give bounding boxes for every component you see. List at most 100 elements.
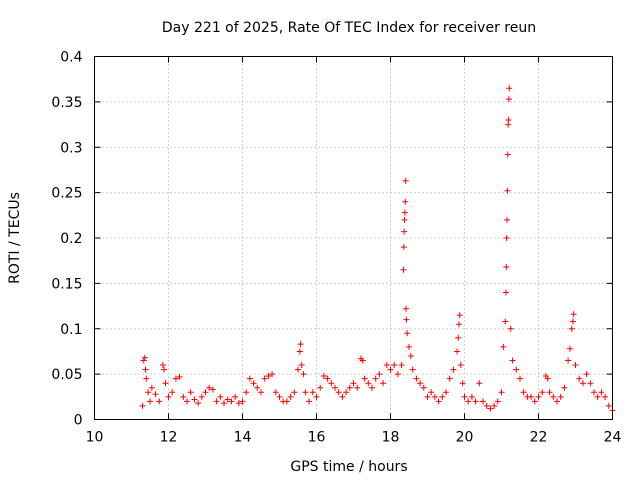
data-point	[297, 341, 304, 348]
data-point	[401, 216, 408, 223]
data-point	[506, 85, 513, 92]
data-point	[509, 357, 516, 364]
data-point	[546, 389, 553, 396]
data-point	[417, 380, 424, 387]
marks-layer	[139, 85, 616, 414]
x-tick-label: 20	[456, 430, 474, 446]
data-point	[343, 389, 350, 396]
data-point	[320, 372, 327, 379]
data-point	[147, 398, 153, 405]
data-point	[450, 366, 457, 373]
data-point	[169, 389, 176, 396]
data-point	[428, 389, 435, 396]
y-axis-label: ROTI / TECUs	[7, 192, 23, 284]
data-point	[402, 198, 409, 205]
data-point	[487, 405, 494, 412]
data-point	[502, 318, 509, 325]
data-point	[365, 380, 372, 387]
data-point	[276, 393, 283, 400]
data-point	[544, 375, 551, 382]
data-point	[455, 334, 462, 341]
data-point	[287, 393, 294, 400]
data-point	[535, 393, 542, 400]
y-tick-label: 0	[74, 413, 83, 429]
data-point	[162, 380, 169, 387]
data-point	[141, 354, 148, 361]
data-point	[296, 348, 303, 355]
data-point	[420, 384, 427, 391]
data-point	[152, 391, 159, 398]
data-point	[500, 343, 507, 350]
data-point	[328, 380, 335, 387]
data-point	[579, 380, 586, 387]
data-point	[443, 389, 449, 396]
data-point	[406, 343, 412, 350]
data-point	[354, 384, 361, 391]
x-tick-label: 16	[308, 430, 326, 446]
data-point	[570, 311, 577, 318]
data-point	[161, 366, 168, 373]
data-point	[306, 398, 313, 405]
data-point	[413, 375, 420, 382]
data-point	[217, 393, 224, 400]
data-point	[439, 393, 446, 400]
x-tick-label: 10	[86, 430, 104, 446]
data-point	[339, 393, 346, 400]
grid-layer	[94, 56, 613, 420]
data-point	[250, 380, 257, 387]
data-point	[313, 393, 320, 400]
chart-title: Day 221 of 2025, Rate Of TEC Index for r…	[162, 20, 536, 36]
data-point	[513, 366, 520, 373]
data-point	[507, 325, 514, 332]
data-point	[265, 372, 272, 379]
data-point	[550, 393, 557, 400]
data-point	[224, 396, 231, 403]
data-point	[180, 393, 187, 400]
data-point	[557, 393, 564, 400]
data-point	[400, 244, 407, 251]
data-point	[409, 366, 416, 373]
data-point	[528, 393, 535, 400]
data-point	[539, 389, 546, 396]
data-point	[372, 375, 379, 382]
data-point	[295, 366, 301, 373]
data-point	[324, 375, 331, 382]
data-point	[587, 380, 594, 387]
data-point	[503, 235, 510, 241]
data-point	[269, 371, 276, 378]
data-point	[576, 375, 583, 382]
ticks-layer: 10 12 14 16 18 20 22 24 0 0.05 0.1 0.15 0.2 0.25 0.3 0.…	[51, 50, 621, 446]
data-point	[404, 330, 411, 337]
data-point	[566, 345, 573, 352]
data-point	[283, 398, 290, 405]
data-point	[565, 357, 572, 364]
y-tick-label: 0.1	[60, 322, 82, 338]
data-point	[142, 366, 149, 373]
data-point	[258, 389, 264, 396]
y-tick-label: 0.05	[51, 367, 82, 383]
data-point	[228, 398, 235, 405]
data-point	[309, 389, 316, 396]
data-point	[206, 384, 213, 391]
y-tick-label: 0.4	[60, 50, 82, 66]
data-point	[498, 389, 505, 396]
data-point	[369, 384, 375, 391]
data-point	[398, 362, 405, 369]
data-point	[391, 362, 398, 369]
data-point	[504, 151, 511, 158]
data-point	[394, 371, 401, 378]
data-point	[184, 398, 190, 405]
x-tick-label: 24	[604, 430, 622, 446]
data-point	[300, 371, 307, 378]
data-point	[459, 380, 466, 387]
data-point	[401, 228, 408, 235]
data-point	[569, 318, 576, 325]
data-point	[454, 348, 461, 355]
data-point	[424, 393, 431, 400]
data-point	[221, 400, 227, 407]
data-point	[468, 393, 475, 400]
data-point	[461, 393, 468, 400]
data-point	[140, 357, 147, 364]
y-tick-label: 0.15	[51, 276, 82, 292]
